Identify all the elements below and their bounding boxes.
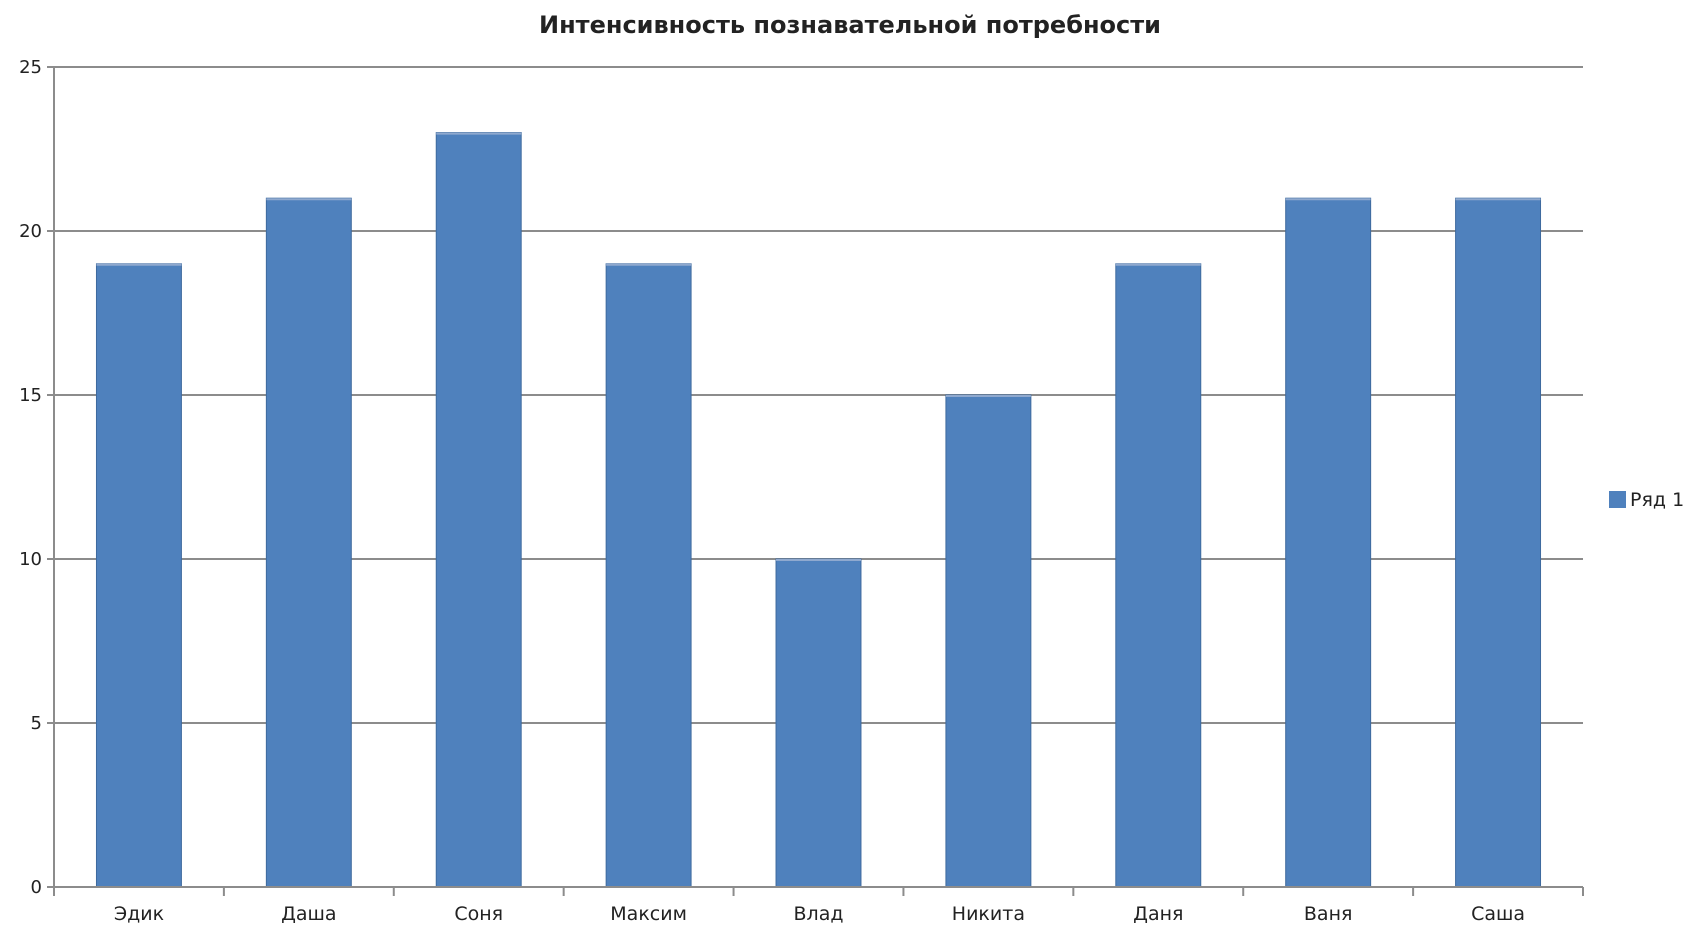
bar: [1455, 197, 1542, 888]
bar: [945, 394, 1032, 888]
y-tick-label: 0: [31, 877, 42, 898]
x-tick-label: Максим: [610, 903, 687, 925]
y-tick-label: 10: [19, 549, 42, 570]
axes: [53, 67, 1584, 896]
bar: [265, 197, 352, 888]
x-tick-label: Никита: [952, 903, 1025, 925]
x-tick-label: Даша: [281, 903, 337, 925]
x-tick-label: Влад: [794, 903, 844, 925]
bars: [95, 132, 1542, 888]
bar: [435, 132, 522, 888]
legend-label: Ряд 1: [1630, 489, 1684, 511]
legend-swatch: [1609, 491, 1626, 508]
x-tick-label: Эдик: [114, 903, 164, 925]
x-tick-label: Соня: [454, 903, 503, 925]
y-tick-label: 25: [19, 57, 42, 78]
x-tick-label: Саша: [1471, 903, 1525, 925]
y-axis-ticks: 0 5 10 15 20 25: [19, 57, 54, 898]
x-tick-label: Ваня: [1304, 903, 1353, 925]
y-tick-label: 15: [19, 385, 42, 406]
x-tick-label: Даня: [1133, 903, 1183, 925]
y-tick-label: 20: [19, 221, 42, 242]
y-tick-label: 5: [31, 713, 42, 734]
bar: [95, 263, 182, 888]
bar: [775, 558, 862, 888]
chart-title: Интенсивность познавательной потребности: [539, 11, 1161, 39]
bar: [605, 263, 692, 888]
bar: [1285, 197, 1372, 888]
x-axis-labels: Эдик Даша Соня Максим Влад Никита Даня Ваня Саша: [114, 903, 1525, 925]
legend: Ряд 1: [1609, 489, 1684, 511]
bar: [1115, 263, 1202, 888]
